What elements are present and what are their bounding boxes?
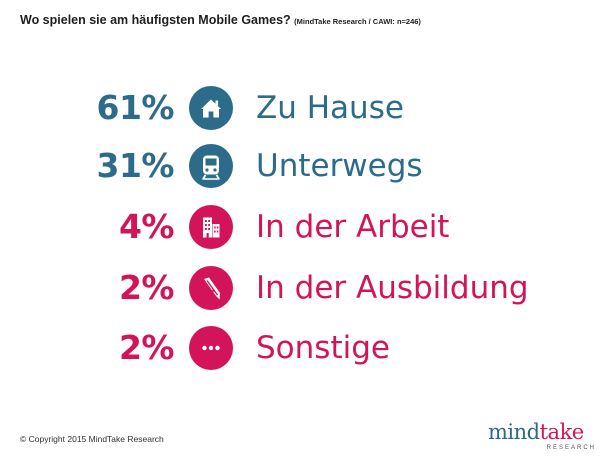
category-label: In der Ausbildung bbox=[256, 270, 529, 306]
logo-part-take: take bbox=[539, 420, 585, 444]
logo-subtext: RESEARCH bbox=[546, 445, 596, 451]
category-label: In der Arbeit bbox=[256, 209, 450, 245]
value-label: 61% bbox=[96, 88, 175, 127]
train-icon bbox=[189, 144, 233, 188]
category-label: Unterwegs bbox=[256, 148, 423, 184]
fountain-pen-icon bbox=[189, 266, 233, 310]
value-label: 4% bbox=[118, 207, 175, 246]
logo-part-mind: mind bbox=[488, 420, 540, 444]
row-in-der-ausbildung: 2% In der Ausbildung bbox=[0, 266, 616, 310]
value-label: 2% bbox=[118, 328, 175, 367]
value-label: 2% bbox=[118, 268, 175, 307]
copyright-footer: © Copyright 2015 MindTake Research bbox=[20, 434, 164, 444]
row-unterwegs: 31% Unterwegs bbox=[0, 144, 616, 188]
logo-wordmark: mindtake bbox=[488, 420, 584, 444]
category-label: Zu Hause bbox=[256, 90, 404, 126]
category-label: Sonstige bbox=[256, 330, 390, 366]
row-in-der-arbeit: 4% In der Arbeit bbox=[0, 205, 616, 249]
house-icon bbox=[189, 86, 233, 130]
mindtake-logo: mindtake RESEARCH bbox=[488, 420, 596, 456]
chart-title: Wo spielen sie am häufigsten Mobile Game… bbox=[20, 13, 421, 27]
row-sonstige: 2% Sonstige bbox=[0, 326, 616, 370]
row-zu-hause: 61% Zu Hause bbox=[0, 86, 616, 130]
value-label: 31% bbox=[96, 146, 175, 185]
logo-main-text: mindtake bbox=[488, 420, 584, 444]
title-text: Wo spielen sie am häufigsten Mobile Game… bbox=[20, 13, 291, 27]
ellipsis-icon bbox=[189, 326, 233, 370]
office-buildings-icon bbox=[189, 205, 233, 249]
source-note: (MindTake Research / CAWI: n=246) bbox=[294, 17, 421, 26]
